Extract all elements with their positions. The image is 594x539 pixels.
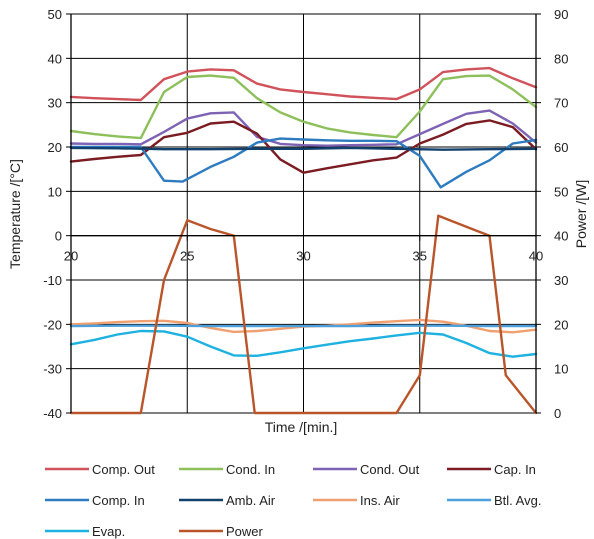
legend-label-cap-in: Cap. In bbox=[494, 462, 536, 477]
legend-label-cond-in: Cond. In bbox=[226, 462, 275, 477]
legend-label-power: Power bbox=[226, 524, 264, 539]
y-tick-label-right: 90 bbox=[554, 7, 568, 22]
y-axis-label-left: Temperature /[°C] bbox=[7, 159, 23, 269]
series-line-power bbox=[69, 214, 538, 415]
y-tick-label-left: -20 bbox=[43, 317, 62, 332]
x-tick-label: 40 bbox=[529, 249, 543, 264]
y-tick-label-right: 60 bbox=[554, 140, 568, 155]
legend-label-ins-air: Ins. Air bbox=[360, 493, 400, 508]
series-line-comp-in bbox=[69, 137, 538, 189]
y-tick-label-left: 50 bbox=[48, 7, 62, 22]
legend: Comp. Out Cond. In Cond. Out Cap. In Comp. I… bbox=[45, 462, 541, 539]
legend-label-amb-air: Amb. Air bbox=[226, 493, 276, 508]
y-tick-label-left: -10 bbox=[43, 273, 62, 288]
y-tick-label-left: 0 bbox=[55, 229, 62, 244]
legend-label-cond-out: Cond. Out bbox=[360, 462, 420, 477]
y-tick-label-right: 70 bbox=[554, 96, 568, 111]
legend-label-comp-out: Comp. Out bbox=[92, 462, 155, 477]
x-tick-label: 30 bbox=[296, 249, 310, 264]
y-tick-label-left: 30 bbox=[48, 96, 62, 111]
grid bbox=[71, 13, 536, 414]
legend-label-evap: Evap. bbox=[92, 524, 125, 539]
axes bbox=[66, 13, 541, 414]
x-tick-label: 25 bbox=[180, 249, 194, 264]
y-tick-label-right: 80 bbox=[554, 51, 568, 66]
series-lines bbox=[69, 66, 538, 415]
series-line-comp-out bbox=[69, 66, 538, 102]
y-tick-label-right: 20 bbox=[554, 317, 568, 332]
legend-label-comp-in: Comp. In bbox=[92, 493, 145, 508]
y-tick-label-right: 10 bbox=[554, 362, 568, 377]
y-axis-label-right: Power /[W] bbox=[573, 180, 589, 248]
x-ticks: 20 25 30 35 40 bbox=[64, 249, 543, 264]
series-line-evap bbox=[69, 329, 538, 358]
x-tick-label: 20 bbox=[64, 249, 78, 264]
y-tick-label-left: -40 bbox=[43, 406, 62, 421]
legend-label-btl-avg: Btl. Avg. bbox=[494, 493, 541, 508]
series-line-cond-in bbox=[69, 74, 538, 140]
y-tick-label-left: 40 bbox=[48, 51, 62, 66]
series-line-cond-out bbox=[69, 109, 538, 147]
x-tick-label: 35 bbox=[413, 249, 427, 264]
y-tick-label-left: 20 bbox=[48, 140, 62, 155]
y-tick-label-right: 0 bbox=[554, 406, 561, 421]
y-tick-label-left: 10 bbox=[48, 184, 62, 199]
y-tick-label-right: 40 bbox=[554, 229, 568, 244]
x-axis-label: Time /[min.] bbox=[265, 419, 338, 435]
series-line-amb-air bbox=[69, 146, 538, 151]
y-tick-label-left: -30 bbox=[43, 362, 62, 377]
y-ticks-right: 90 80 70 60 50 40 30 20 10 0 bbox=[554, 7, 568, 421]
y-ticks-left: 50 40 30 20 10 0 -10 -20 -30 -40 bbox=[43, 7, 62, 421]
y-tick-label-right: 50 bbox=[554, 184, 568, 199]
y-tick-label-right: 30 bbox=[554, 273, 568, 288]
